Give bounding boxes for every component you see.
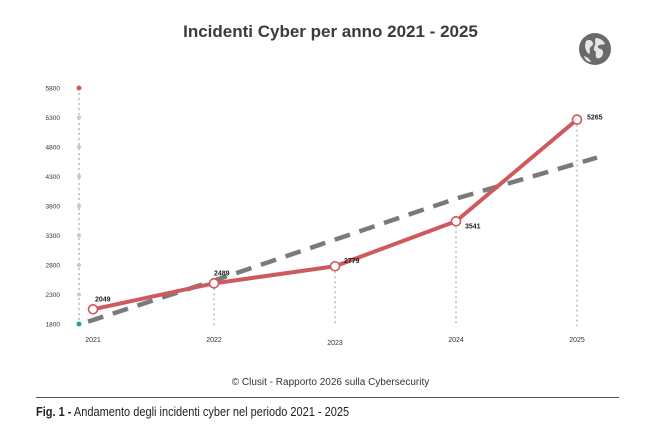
- y-tick-marker: [77, 292, 81, 297]
- caption-text: Andamento degli incidenti cyber nel peri…: [71, 405, 350, 419]
- data-point: [571, 114, 583, 125]
- y-tick-label: 1800: [46, 322, 61, 329]
- series-line: [92, 118, 579, 312]
- data-label: 2489: [214, 270, 230, 277]
- trend-line: [87, 155, 598, 324]
- x-tick-label: 2022: [206, 337, 222, 344]
- y-tick-marker: [77, 233, 81, 238]
- data-label: 3541: [465, 223, 481, 230]
- y-tick-marker: [76, 85, 82, 91]
- data-label: 5265: [587, 115, 603, 122]
- data-point: [87, 304, 99, 315]
- x-tick-label: 2024: [448, 337, 464, 344]
- data-label: 2049: [95, 296, 111, 303]
- y-tick-label: 5800: [46, 86, 61, 93]
- x-tick-label: 2025: [569, 337, 585, 344]
- caption-number: Fig. 1 -: [36, 405, 72, 419]
- globe-icon: [579, 33, 611, 65]
- caption-divider: [36, 397, 619, 398]
- y-tick-label: 5300: [46, 115, 61, 122]
- y-tick-label: 4800: [46, 145, 61, 152]
- data-point: [450, 215, 462, 227]
- figure-caption: Fig. 1 - Andamento degli incidenti cyber…: [36, 405, 349, 419]
- y-tick-label: 3800: [46, 204, 61, 211]
- chart-title: Incidenti Cyber per anno 2021 - 2025: [183, 22, 478, 41]
- y-tick-label: 2300: [46, 292, 61, 299]
- data-point: [329, 260, 341, 272]
- x-tick-label: 2021: [85, 337, 101, 344]
- y-tick-label: 3300: [46, 233, 61, 240]
- y-tick-marker: [77, 115, 81, 120]
- x-tick-label: 2023: [327, 340, 343, 347]
- y-tick-marker: [77, 204, 81, 208]
- y-tick-marker: [76, 321, 82, 327]
- y-tick-label: 2800: [46, 263, 61, 270]
- copyright-text: © Clusit - Rapporto 2026 sulla Cybersecu…: [231, 377, 430, 388]
- y-tick-marker: [77, 263, 81, 267]
- data-point: [208, 278, 220, 289]
- y-tick-label: 4300: [46, 174, 61, 181]
- data-label: 2779: [344, 258, 360, 265]
- y-tick-marker: [77, 174, 81, 179]
- y-tick-marker: [77, 145, 81, 149]
